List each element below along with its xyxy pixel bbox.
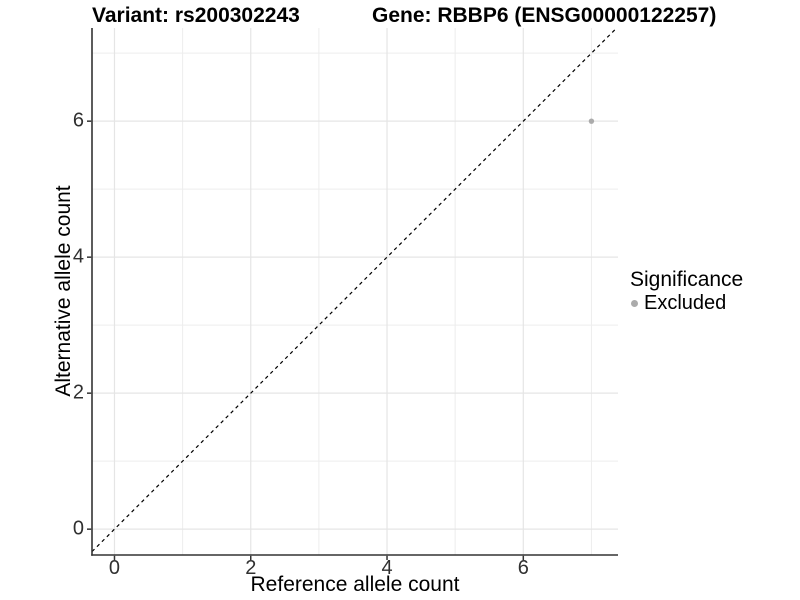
x-tick-label: 4 [381,557,393,579]
legend-item: Excluded [630,292,743,314]
y-tick-label: 6 [72,109,84,132]
data-point [588,118,595,124]
legend-item-label: Excluded [644,291,727,314]
y-axis-title: Alternative allele count [52,185,75,397]
legend: Significance Excluded [630,269,743,314]
identity-reference-line [91,27,618,553]
x-axis-title: Reference allele count [250,573,460,596]
x-tick-label: 6 [517,557,529,579]
legend-items: Excluded [630,292,743,314]
legend-key-dot-icon [631,299,638,307]
y-tick-label: 0 [72,517,84,540]
y-tick-label: 4 [72,245,84,268]
legend-title: Significance [630,268,744,291]
x-tick-label: 0 [108,557,121,579]
x-tick-label: 2 [245,557,257,579]
plot-title-variant: Variant: rs200302243 [92,4,300,27]
y-tick-label: 2 [72,381,84,404]
plot-title-gene: Gene: RBBP6 (ENSG00000122257) [372,4,717,27]
